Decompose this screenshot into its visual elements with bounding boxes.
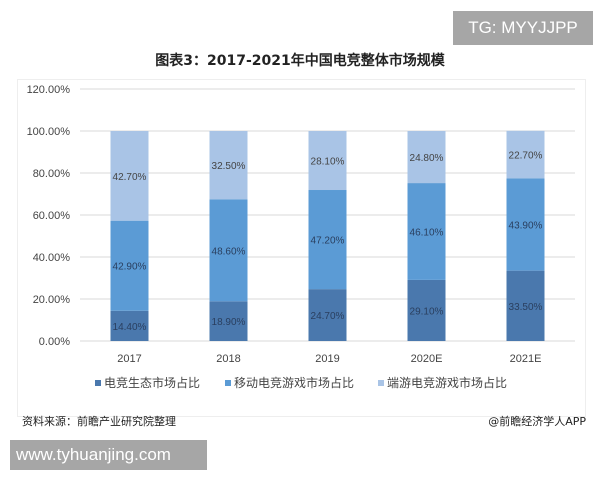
- bar-segment: [506, 178, 545, 271]
- y-tick-label: 60.00%: [33, 210, 71, 222]
- y-tick-label: 20.00%: [33, 294, 71, 306]
- legend-swatch: [378, 380, 384, 386]
- credit: @前瞻经济学人APP: [488, 415, 586, 428]
- data-label: 33.50%: [509, 302, 543, 313]
- data-label: 42.90%: [113, 262, 147, 273]
- data-label: 43.90%: [509, 221, 543, 232]
- bar-segment: [308, 289, 347, 341]
- data-label: 18.90%: [212, 317, 246, 328]
- data-label: 22.70%: [509, 151, 543, 162]
- chart-frame: [17, 79, 586, 417]
- data-label: 32.50%: [212, 161, 246, 172]
- y-tick-label: 0.00%: [39, 336, 70, 348]
- chart-title: 图表3：2017-2021年中国电竞整体市场规模: [155, 53, 445, 69]
- data-label: 42.70%: [113, 172, 147, 183]
- bar-segment: [110, 310, 149, 341]
- bar-segment: [209, 199, 248, 302]
- data-label: 28.10%: [311, 157, 345, 168]
- bar-segment: [308, 131, 347, 191]
- x-tick-label: 2021E: [510, 353, 542, 365]
- legend-label: 移动电竞游戏市场占比: [234, 375, 354, 390]
- y-tick-label: 100.00%: [27, 126, 71, 138]
- data-label: 24.80%: [410, 153, 444, 164]
- data-label: 14.40%: [113, 322, 147, 333]
- bar-segment: [110, 131, 149, 221]
- data-label: 48.60%: [212, 246, 246, 257]
- legend-label: 电竞生态市场占比: [104, 375, 200, 390]
- x-tick-label: 2018: [216, 353, 240, 365]
- watermark-bottom: www.tyhuanjing.com: [10, 440, 207, 470]
- y-tick-label: 80.00%: [33, 168, 71, 180]
- bar-segment: [407, 131, 446, 184]
- watermark-top: TG: MYYJJPP: [453, 11, 593, 45]
- data-label: 47.20%: [311, 236, 345, 247]
- bar-segment: [506, 130, 545, 179]
- x-tick-label: 2017: [117, 353, 141, 365]
- source-note: 资料来源：前瞻产业研究院整理: [22, 415, 176, 428]
- y-tick-label: 120.00%: [27, 84, 71, 96]
- bar-segment: [209, 131, 248, 200]
- data-label: 29.10%: [410, 306, 444, 317]
- bar-segment: [308, 190, 347, 290]
- x-tick-label: 2020E: [411, 353, 443, 365]
- bar-segment: [407, 183, 446, 280]
- bar-segment: [506, 270, 545, 341]
- legend-label: 端游电竞游戏市场占比: [387, 375, 507, 390]
- data-label: 24.70%: [311, 311, 345, 322]
- x-tick-label: 2019: [315, 353, 339, 365]
- data-label: 46.10%: [410, 227, 444, 238]
- bar-segment: [407, 279, 446, 341]
- bar-segment: [110, 220, 149, 311]
- legend-swatch: [225, 380, 231, 386]
- y-tick-label: 40.00%: [33, 252, 71, 264]
- legend-swatch: [95, 380, 101, 386]
- bar-segment: [209, 301, 248, 341]
